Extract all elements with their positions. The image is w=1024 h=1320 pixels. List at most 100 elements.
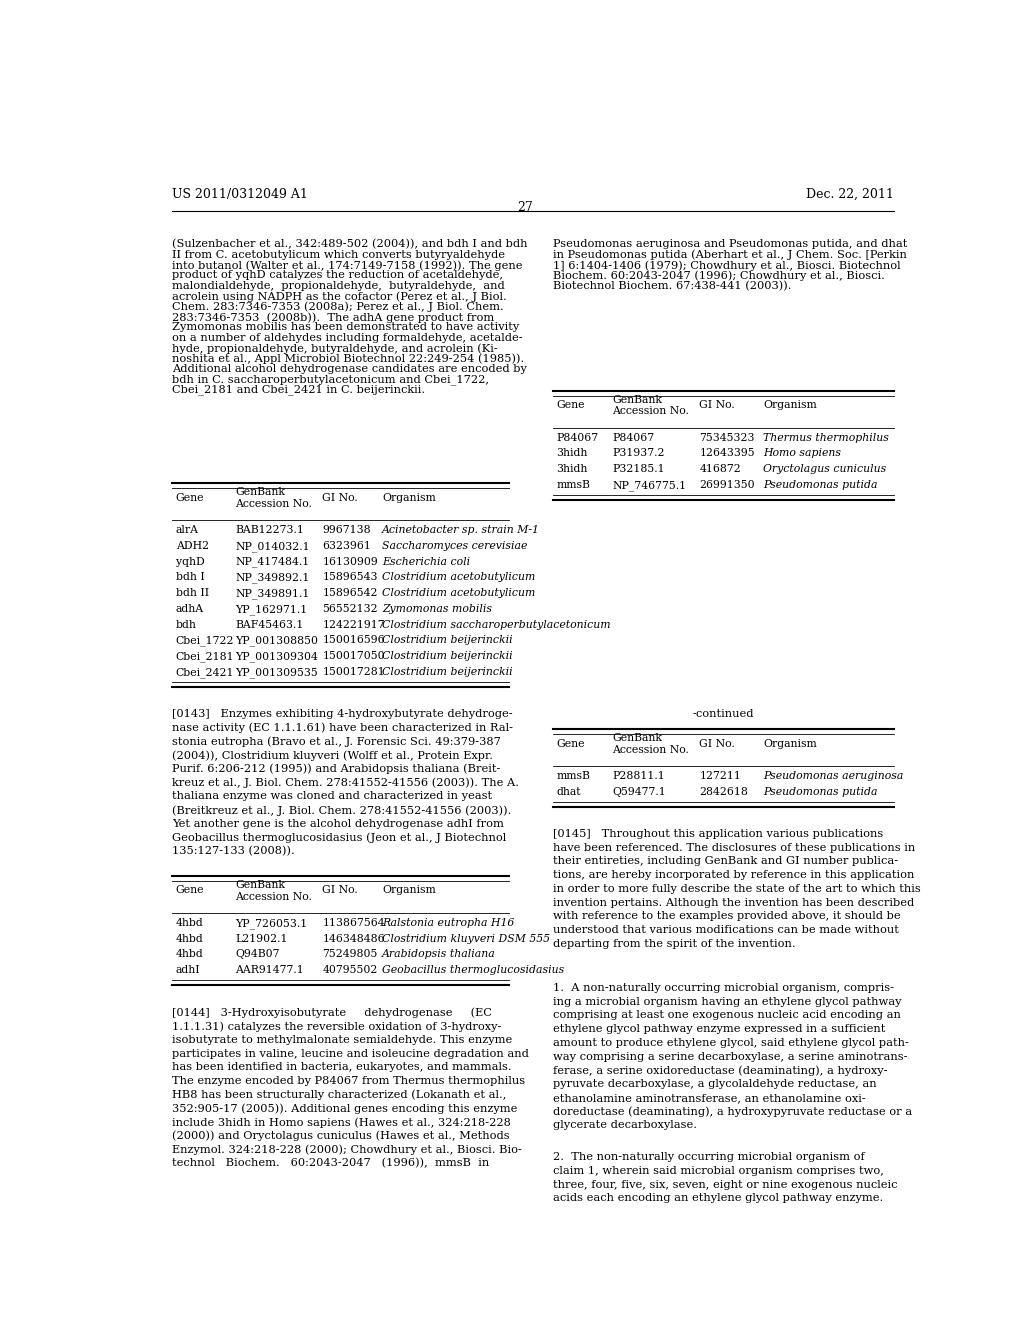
Text: mmsB: mmsB xyxy=(557,480,591,490)
Text: departing from the spirit of the invention.: departing from the spirit of the inventi… xyxy=(553,939,796,949)
Text: 40795502: 40795502 xyxy=(323,965,378,975)
Text: Organism: Organism xyxy=(382,886,435,895)
Text: 1.1.1.31) catalyzes the reversible oxidation of 3-hydroxy-: 1.1.1.31) catalyzes the reversible oxida… xyxy=(172,1022,501,1032)
Text: Cbei_2181: Cbei_2181 xyxy=(176,651,234,661)
Text: Clostridium beijerinckii: Clostridium beijerinckii xyxy=(382,635,513,645)
Text: 124221917: 124221917 xyxy=(323,619,385,630)
Text: 352:905-17 (2005)). Additional genes encoding this enzyme: 352:905-17 (2005)). Additional genes enc… xyxy=(172,1104,517,1114)
Text: GI No.: GI No. xyxy=(699,738,735,748)
Text: kreuz et al., J. Biol. Chem. 278:41552-41556 (2003)). The A.: kreuz et al., J. Biol. Chem. 278:41552-4… xyxy=(172,777,518,788)
Text: technol   Biochem.   60:2043-2047   (1996)),  mmsB  in: technol Biochem. 60:2043-2047 (1996)), m… xyxy=(172,1158,488,1168)
Text: product of yqhD catalyzes the reduction of acetaldehyde,: product of yqhD catalyzes the reduction … xyxy=(172,271,503,280)
Text: NP_349892.1: NP_349892.1 xyxy=(236,573,309,583)
Text: bdh: bdh xyxy=(176,619,197,630)
Text: 75249805: 75249805 xyxy=(323,949,378,960)
Text: 1.  A non-naturally occurring microbial organism, compris-: 1. A non-naturally occurring microbial o… xyxy=(553,983,894,993)
Text: Acinetobacter sp. strain M-1: Acinetobacter sp. strain M-1 xyxy=(382,525,540,535)
Text: 26991350: 26991350 xyxy=(699,480,755,490)
Text: Escherichia coli: Escherichia coli xyxy=(382,557,470,566)
Text: ferase, a serine oxidoreductase (deaminating), a hydroxy-: ferase, a serine oxidoreductase (deamina… xyxy=(553,1065,887,1076)
Text: bdh II: bdh II xyxy=(176,589,209,598)
Text: 3hidh: 3hidh xyxy=(557,449,588,458)
Text: Clostridium saccharoperbutylacetonicum: Clostridium saccharoperbutylacetonicum xyxy=(382,619,610,630)
Text: 3hidh: 3hidh xyxy=(557,465,588,474)
Text: 2.  The non-naturally occurring microbial organism of: 2. The non-naturally occurring microbial… xyxy=(553,1152,864,1162)
Text: pyruvate decarboxylase, a glycolaldehyde reductase, an: pyruvate decarboxylase, a glycolaldehyde… xyxy=(553,1078,877,1089)
Text: YP_001308850: YP_001308850 xyxy=(236,635,318,645)
Text: AAR91477.1: AAR91477.1 xyxy=(236,965,304,975)
Text: HB8 has been structurally characterized (Lokanath et al.,: HB8 has been structurally characterized … xyxy=(172,1090,506,1101)
Text: with reference to the examples provided above, it should be: with reference to the examples provided … xyxy=(553,911,900,921)
Text: 150016596: 150016596 xyxy=(323,635,385,645)
Text: P84067: P84067 xyxy=(557,433,599,442)
Text: 75345323: 75345323 xyxy=(699,433,755,442)
Text: Pseudomonas aeruginosa: Pseudomonas aeruginosa xyxy=(763,771,903,781)
Text: doreductase (deaminating), a hydroxypyruvate reductase or a: doreductase (deaminating), a hydroxypyru… xyxy=(553,1106,911,1117)
Text: include 3hidh in Homo sapiens (Hawes et al., 324:218-228: include 3hidh in Homo sapiens (Hawes et … xyxy=(172,1117,511,1127)
Text: [0145]   Throughout this application various publications: [0145] Throughout this application vario… xyxy=(553,829,883,840)
Text: YP_162971.1: YP_162971.1 xyxy=(236,603,307,615)
Text: nase activity (EC 1.1.1.61) have been characterized in Ral-: nase activity (EC 1.1.1.61) have been ch… xyxy=(172,723,513,734)
Text: NP_417484.1: NP_417484.1 xyxy=(236,557,309,568)
Text: 146348486: 146348486 xyxy=(323,933,385,944)
Text: dhat: dhat xyxy=(557,787,581,797)
Text: ADH2: ADH2 xyxy=(176,541,209,550)
Text: 2842618: 2842618 xyxy=(699,787,749,797)
Text: Cbei_2181 and Cbei_2421 in C. beijerinckii.: Cbei_2181 and Cbei_2421 in C. beijerinck… xyxy=(172,385,425,396)
Text: acids each encoding an ethylene glycol pathway enzyme.: acids each encoding an ethylene glycol p… xyxy=(553,1193,883,1204)
Text: has been identified in bacteria, eukaryotes, and mammals.: has been identified in bacteria, eukaryo… xyxy=(172,1063,511,1072)
Text: NP_746775.1: NP_746775.1 xyxy=(612,480,686,491)
Text: in Pseudomonas putida (Aberhart et al., J Chem. Soc. [Perkin: in Pseudomonas putida (Aberhart et al., … xyxy=(553,249,906,260)
Text: 416872: 416872 xyxy=(699,465,741,474)
Text: 12643395: 12643395 xyxy=(699,449,755,458)
Text: 127211: 127211 xyxy=(699,771,741,781)
Text: GenBank
Accession No.: GenBank Accession No. xyxy=(612,734,689,755)
Text: understood that various modifications can be made without: understood that various modifications ca… xyxy=(553,925,898,935)
Text: Clostridium acetobutylicum: Clostridium acetobutylicum xyxy=(382,589,536,598)
Text: Q94B07: Q94B07 xyxy=(236,949,280,960)
Text: [0144]   3-Hydroxyisobutyrate     dehydrogenase     (EC: [0144] 3-Hydroxyisobutyrate dehydrogenas… xyxy=(172,1007,492,1018)
Text: 135:127-133 (2008)).: 135:127-133 (2008)). xyxy=(172,846,294,857)
Text: (Sulzenbacher et al., 342:489-502 (2004)), and bdh I and bdh: (Sulzenbacher et al., 342:489-502 (2004)… xyxy=(172,239,527,249)
Text: Clostridium acetobutylicum: Clostridium acetobutylicum xyxy=(382,573,536,582)
Text: II from C. acetobutylicum which converts butyryaldehyde: II from C. acetobutylicum which converts… xyxy=(172,249,505,260)
Text: ethylene glycol pathway enzyme expressed in a sufficient: ethylene glycol pathway enzyme expressed… xyxy=(553,1024,885,1034)
Text: adhI: adhI xyxy=(176,965,201,975)
Text: glycerate decarboxylase.: glycerate decarboxylase. xyxy=(553,1121,696,1130)
Text: 150017281: 150017281 xyxy=(323,667,385,677)
Text: YP_726053.1: YP_726053.1 xyxy=(236,917,307,929)
Text: comprising at least one exogenous nucleic acid encoding an: comprising at least one exogenous nuclei… xyxy=(553,1010,900,1020)
Text: P31937.2: P31937.2 xyxy=(612,449,665,458)
Text: P32185.1: P32185.1 xyxy=(612,465,665,474)
Text: 4hbd: 4hbd xyxy=(176,917,204,928)
Text: Cbei_2421: Cbei_2421 xyxy=(176,667,234,677)
Text: Thermus thermophilus: Thermus thermophilus xyxy=(763,433,889,442)
Text: Oryctolagus cuniculus: Oryctolagus cuniculus xyxy=(763,465,886,474)
Text: YP_001309304: YP_001309304 xyxy=(236,651,318,661)
Text: adhA: adhA xyxy=(176,603,204,614)
Text: Ralstonia eutropha H16: Ralstonia eutropha H16 xyxy=(382,917,514,928)
Text: claim 1, wherein said microbial organism comprises two,: claim 1, wherein said microbial organism… xyxy=(553,1166,884,1176)
Text: 113867564: 113867564 xyxy=(323,917,385,928)
Text: invention pertains. Although the invention has been described: invention pertains. Although the inventi… xyxy=(553,898,913,908)
Text: GenBank
Accession No.: GenBank Accession No. xyxy=(236,880,312,902)
Text: Cbei_1722: Cbei_1722 xyxy=(176,635,234,645)
Text: BAB12273.1: BAB12273.1 xyxy=(236,525,304,535)
Text: 6323961: 6323961 xyxy=(323,541,372,550)
Text: 56552132: 56552132 xyxy=(323,603,378,614)
Text: ing a microbial organism having an ethylene glycol pathway: ing a microbial organism having an ethyl… xyxy=(553,997,901,1007)
Text: into butanol (Walter et al., 174:7149-7158 (1992)). The gene: into butanol (Walter et al., 174:7149-71… xyxy=(172,260,522,271)
Text: GI No.: GI No. xyxy=(323,886,358,895)
Text: Clostridium kluyveri DSM 555: Clostridium kluyveri DSM 555 xyxy=(382,933,550,944)
Text: way comprising a serine decarboxylase, a serine aminotrans-: way comprising a serine decarboxylase, a… xyxy=(553,1052,907,1061)
Text: Pseudomonas putida: Pseudomonas putida xyxy=(763,787,878,797)
Text: Organism: Organism xyxy=(763,738,816,748)
Text: Geobacillus thermoglucosidasius: Geobacillus thermoglucosidasius xyxy=(382,965,564,975)
Text: 15896543: 15896543 xyxy=(323,573,378,582)
Text: Enzymol. 324:218-228 (2000); Chowdhury et al., Biosci. Bio-: Enzymol. 324:218-228 (2000); Chowdhury e… xyxy=(172,1144,521,1155)
Text: Additional alcohol dehydrogenase candidates are encoded by: Additional alcohol dehydrogenase candida… xyxy=(172,364,526,374)
Text: isobutyrate to methylmalonate semialdehyde. This enzyme: isobutyrate to methylmalonate semialdehy… xyxy=(172,1035,512,1045)
Text: Gene: Gene xyxy=(557,400,585,411)
Text: Arabidopsis thaliana: Arabidopsis thaliana xyxy=(382,949,496,960)
Text: tions, are hereby incorporated by reference in this application: tions, are hereby incorporated by refere… xyxy=(553,870,914,880)
